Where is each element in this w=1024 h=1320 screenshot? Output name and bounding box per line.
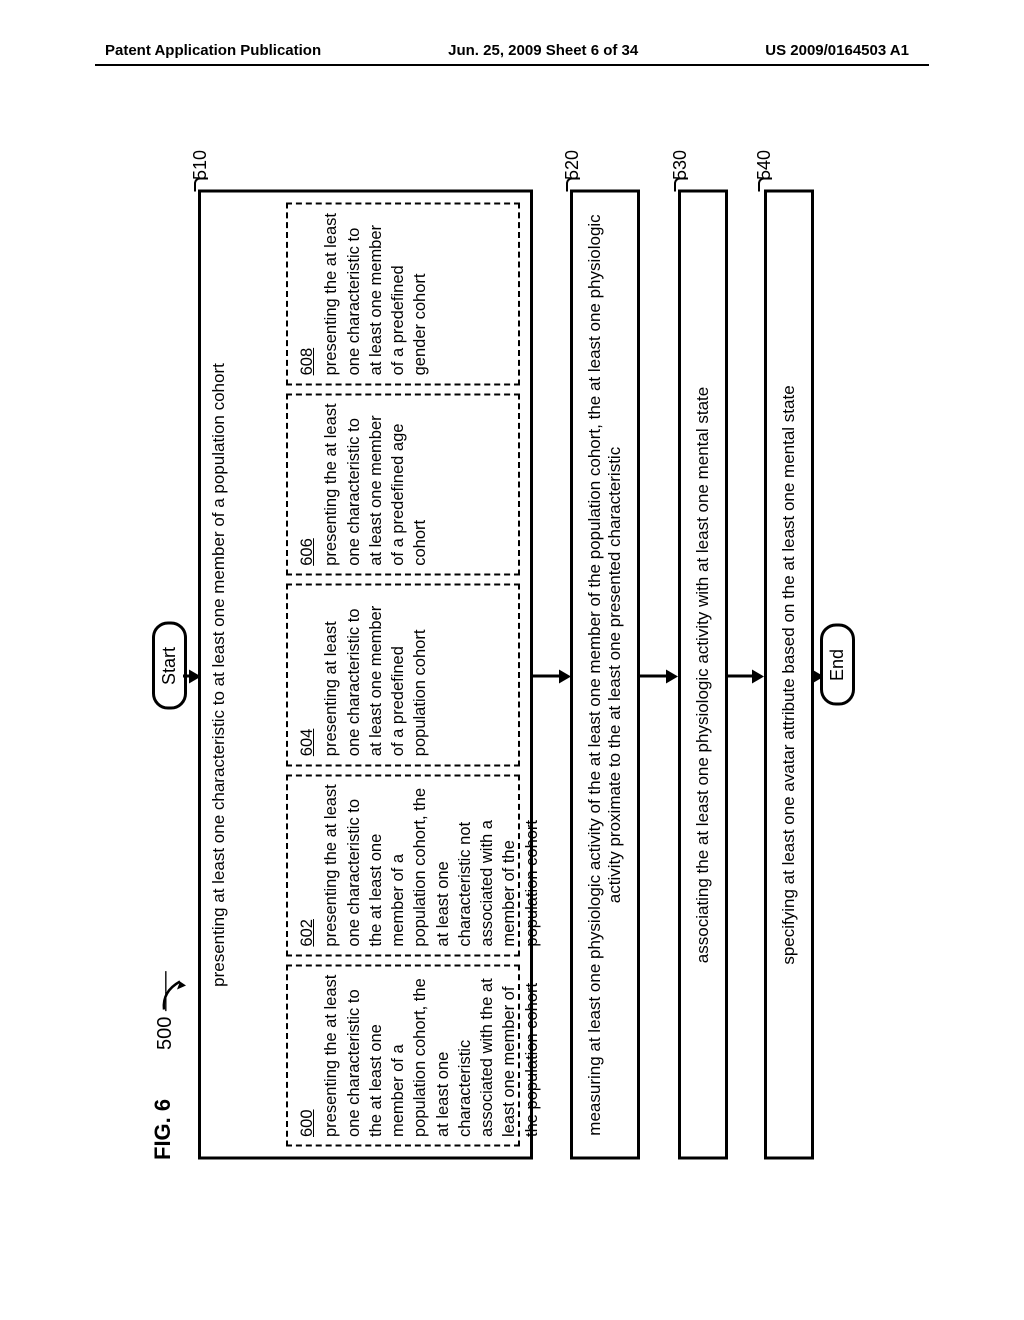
header-left: Patent Application Publication bbox=[105, 42, 321, 59]
page-header: Patent Application Publication Jun. 25, … bbox=[0, 42, 1024, 59]
diagram-rotation-wrap: FIG. 6 500 —— Start presenting at least … bbox=[8, 303, 1008, 1018]
figure-label: FIG. 6 bbox=[150, 1099, 176, 1160]
step-530: associating the at least one physiologic… bbox=[678, 190, 728, 1160]
header-rule bbox=[95, 64, 929, 66]
badge-530-hook bbox=[674, 178, 688, 192]
step-510-sub-row: 600 presenting the at least one characte… bbox=[286, 203, 520, 1147]
badge-530: 530 bbox=[670, 148, 691, 182]
end-terminal: End bbox=[820, 624, 855, 706]
substep-600-num: 600 bbox=[296, 975, 318, 1137]
header-right: US 2009/0164503 A1 bbox=[765, 42, 909, 59]
substep-608-num: 608 bbox=[296, 213, 318, 375]
arrow-head-icon bbox=[666, 670, 678, 684]
step-520: measuring at least one physiologic activ… bbox=[570, 190, 640, 1160]
substep-602-text: presenting the at least one characterist… bbox=[322, 784, 540, 946]
step-510-title: presenting at least one characteristic t… bbox=[209, 363, 229, 987]
badge-510-hook bbox=[194, 178, 208, 192]
badge-540: 540 bbox=[754, 148, 775, 182]
substep-602: 602 presenting the at least one characte… bbox=[286, 774, 520, 956]
ref-500-arrow-icon bbox=[160, 972, 190, 1012]
substep-606-num: 606 bbox=[296, 403, 318, 565]
figure-ref-500-text: 500 bbox=[154, 1017, 176, 1050]
start-terminal: Start bbox=[152, 622, 187, 710]
substep-600: 600 presenting the at least one characte… bbox=[286, 965, 520, 1147]
substep-602-num: 602 bbox=[296, 784, 318, 946]
step-530-text: associating the at least one physiologic… bbox=[693, 387, 713, 963]
step-520-text: measuring at least one physiologic activ… bbox=[585, 203, 625, 1147]
badge-510: 510 bbox=[190, 148, 211, 182]
badge-540-hook bbox=[758, 178, 772, 192]
flowchart-diagram: FIG. 6 500 —— Start presenting at least … bbox=[150, 160, 865, 1160]
substep-608: 608 presenting the at least one characte… bbox=[286, 203, 520, 385]
arrow-shaft bbox=[728, 675, 754, 678]
step-540: specifying at least one avatar attribute… bbox=[764, 190, 814, 1160]
header-center: Jun. 25, 2009 Sheet 6 of 34 bbox=[448, 42, 638, 59]
step-510: presenting at least one characteristic t… bbox=[198, 190, 533, 1160]
step-540-text: specifying at least one avatar attribute… bbox=[779, 385, 799, 964]
arrow-head-icon bbox=[752, 670, 764, 684]
substep-606: 606 presenting the at least one characte… bbox=[286, 393, 520, 575]
substep-608-text: presenting the at least one characterist… bbox=[322, 213, 429, 375]
arrow-shaft bbox=[640, 675, 668, 678]
substep-600-text: presenting the at least one characterist… bbox=[322, 975, 540, 1137]
page: Patent Application Publication Jun. 25, … bbox=[0, 0, 1024, 1320]
substep-604: 604 presenting at least one characterist… bbox=[286, 584, 520, 766]
substep-606-text: presenting the at least one characterist… bbox=[322, 403, 429, 565]
substep-604-text: presenting at least one characteristic t… bbox=[322, 606, 429, 756]
substep-604-num: 604 bbox=[296, 594, 318, 756]
badge-520: 520 bbox=[562, 148, 583, 182]
arrow-shaft bbox=[533, 675, 561, 678]
badge-520-hook bbox=[566, 178, 580, 192]
